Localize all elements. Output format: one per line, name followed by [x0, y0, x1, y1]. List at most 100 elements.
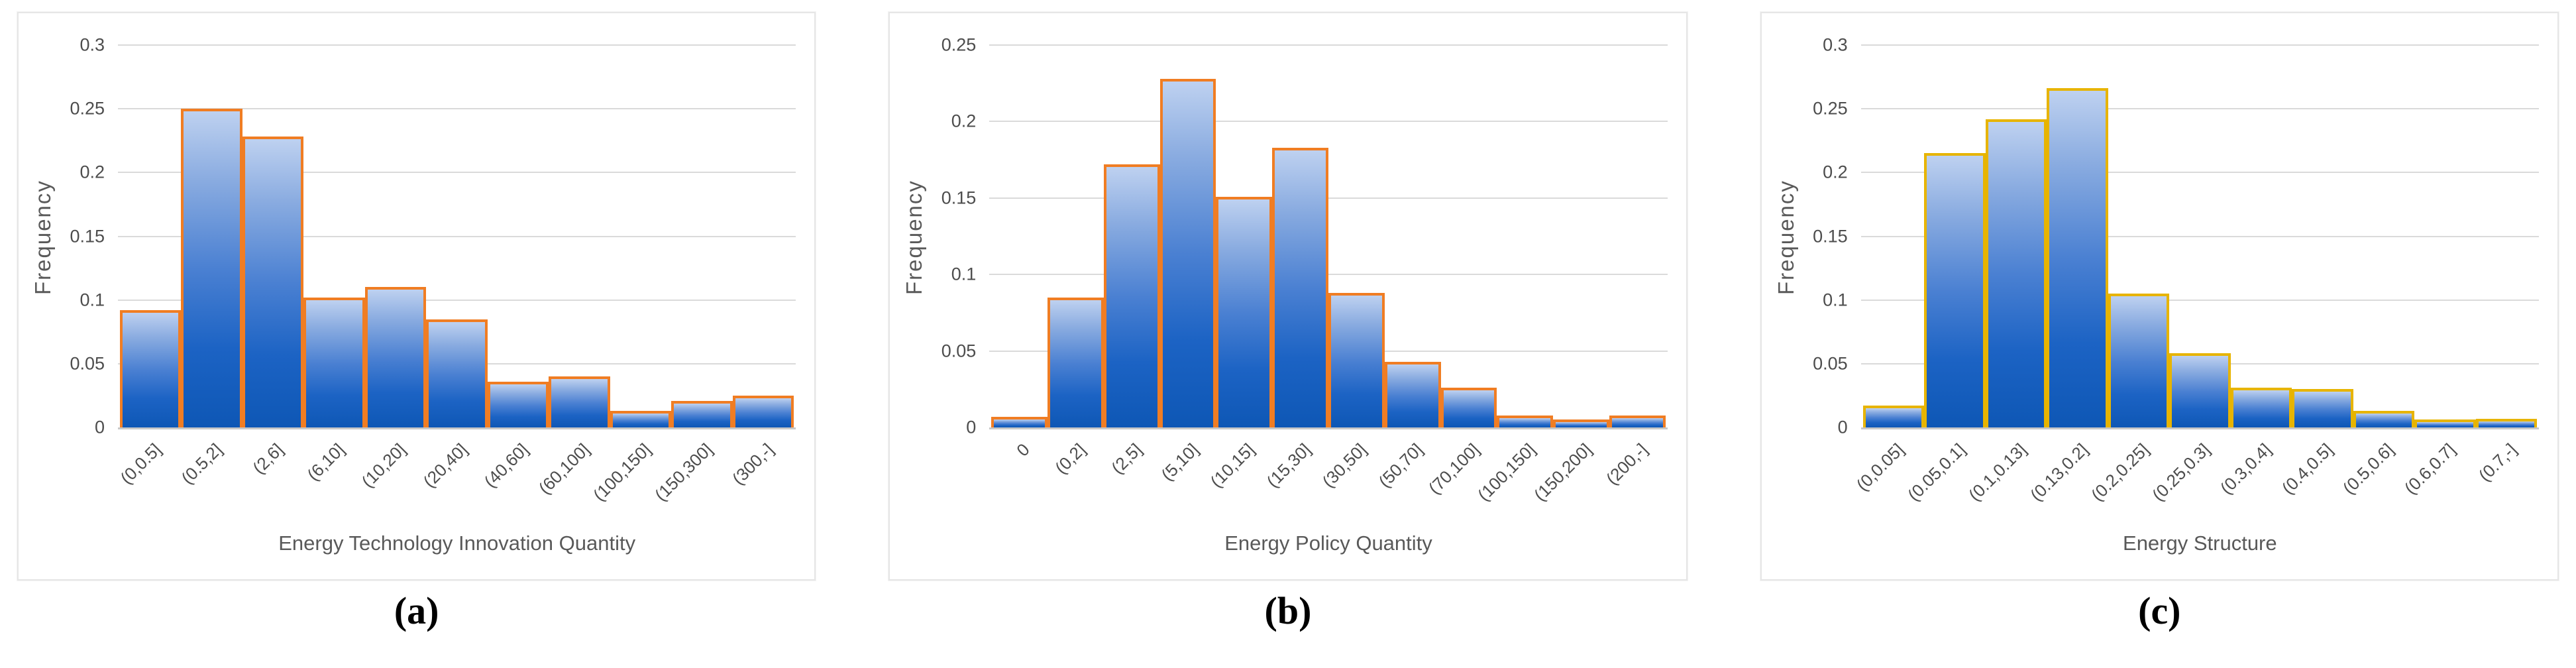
bar-slot [2047, 45, 2108, 427]
gridline [118, 108, 796, 110]
x-tick-slot: (5,10] [1157, 431, 1216, 528]
x-tick-slot: (10,15] [1207, 431, 1272, 528]
bar-slot [1103, 45, 1160, 427]
x-tick-label: 0 [1012, 439, 1034, 461]
gridline [1860, 299, 2539, 301]
x-tick-label: (300,-] [727, 439, 778, 489]
histogram-bar [991, 416, 1048, 427]
x-tick-slot: (0,0.5] [116, 431, 181, 528]
bar-slot [2169, 45, 2231, 427]
x-tick-label: (200,-] [1602, 439, 1652, 489]
y-tick-label: 0.25 [70, 98, 105, 119]
histogram-bar [2108, 294, 2170, 427]
y-tick-label: 0.1 [951, 264, 977, 284]
histogram-bar [181, 109, 242, 427]
gridline [118, 235, 796, 237]
plot-area-a: 0 0.05 0.1 0.15 0.2 0.25 0.3 [70, 35, 796, 437]
histogram-bar [1047, 297, 1104, 427]
x-tick-label: (20,40] [419, 439, 471, 492]
gridline [1860, 172, 2539, 174]
bar-slot [2230, 45, 2292, 427]
x-tick-label: (2,5] [1107, 439, 1146, 478]
bar-slot [1047, 45, 1104, 427]
histogram-bar [426, 319, 488, 427]
bars-container [989, 45, 1667, 427]
subfigure-label-b: (b) [1264, 589, 1312, 632]
y-tick-label: 0.2 [1823, 162, 1848, 182]
histogram-bar [1924, 153, 1986, 427]
bar-slot [2475, 45, 2537, 427]
x-tick-slot: (150,300] [651, 431, 732, 528]
gridline [118, 44, 796, 46]
bar-slot [549, 45, 610, 427]
histogram-bar [1272, 147, 1329, 427]
y-tick-label: 0.2 [951, 111, 977, 131]
bar-slot [1985, 45, 2047, 427]
bars-container [1861, 45, 2539, 427]
bar-slot [1924, 45, 1986, 427]
histogram-bar [2353, 411, 2415, 427]
histogram-bar [2475, 418, 2537, 427]
x-tick-slot: (0,2] [1047, 431, 1104, 528]
bar-slot [303, 45, 365, 427]
histogram-bar [2230, 388, 2292, 427]
y-tick-label: 0.25 [941, 34, 977, 55]
y-tick-label: 0.1 [1823, 290, 1848, 310]
x-tick-slot: (2,5] [1104, 431, 1160, 528]
bar-slot [671, 45, 733, 427]
plot-area-c: 0 0.05 0.1 0.15 0.2 0.25 0.3 [1813, 35, 2539, 437]
gridline [989, 44, 1668, 46]
x-tick-label: (0.7,-] [2474, 439, 2520, 486]
y-axis-title: Frequency [1773, 180, 1798, 295]
bar-slot [1159, 45, 1216, 427]
gridline [118, 172, 796, 174]
bars-container [118, 45, 796, 427]
histogram-bar [120, 310, 182, 427]
bar-slot [991, 45, 1048, 427]
histogram-bar [1103, 164, 1160, 427]
histogram-bar [2169, 353, 2231, 427]
chart-c: Frequency 0 0.05 0.1 0.15 0.2 0.25 0.3 (0,0.05… [1760, 12, 2559, 581]
gridline [118, 299, 796, 301]
x-tick-slot: (0.6,0.7] [2400, 431, 2475, 528]
x-tick-slot: (2,6] [242, 431, 303, 528]
subfigure-label-c: (c) [2138, 589, 2181, 632]
histogram-bar [1216, 196, 1273, 427]
bar-slot [1609, 45, 1666, 427]
bar-slot [1384, 45, 1441, 427]
bar-slot [2353, 45, 2415, 427]
y-tick-label: 0.05 [70, 353, 105, 374]
gridline [1860, 44, 2539, 46]
panel-a: Frequency 0 0.05 0.1 0.15 0.2 0.25 0.3 (0,0.5]… [17, 12, 816, 668]
bar-slot [2414, 45, 2476, 427]
y-tick-label: 0.05 [1813, 353, 1848, 374]
bar-slot [1553, 45, 1609, 427]
bar-slot [2292, 45, 2353, 427]
x-tick-slot: (0.5,2] [178, 431, 242, 528]
gridline [989, 121, 1668, 123]
histogram-bar [242, 137, 304, 427]
histogram-bar [610, 411, 672, 427]
y-tick-label: 0.1 [80, 290, 105, 310]
histogram-bar [1159, 78, 1216, 427]
x-axis-title: Energy Structure [2123, 531, 2277, 555]
bar-slot [1440, 45, 1497, 427]
bar-slot [120, 45, 182, 427]
bar-slot [364, 45, 427, 427]
panel-c: Frequency 0 0.05 0.1 0.15 0.2 0.25 0.3 (0,0.05… [1760, 12, 2559, 668]
histogram-bar [364, 287, 427, 427]
x-tick-label: (5,10] [1157, 439, 1203, 485]
histogram-bar [671, 400, 733, 427]
bar-slot [181, 45, 242, 427]
x-tick-label: (6,10] [303, 439, 349, 485]
y-tick-label: 0.3 [1823, 34, 1848, 55]
chart-a: Frequency 0 0.05 0.1 0.15 0.2 0.25 0.3 (0,0.5]… [17, 12, 816, 581]
histogram-bar [732, 395, 794, 427]
bar-slot [487, 45, 549, 427]
histogram-bar [1328, 292, 1385, 427]
bar-slot [1272, 45, 1329, 427]
subfigure-label-a: (a) [394, 589, 439, 632]
histogram-bar [487, 381, 549, 427]
chart-b: Frequency 0 0.05 0.1 0.15 0.2 0.25 0 (0,2] (2,5… [888, 12, 1688, 581]
bar-slot [242, 45, 304, 427]
